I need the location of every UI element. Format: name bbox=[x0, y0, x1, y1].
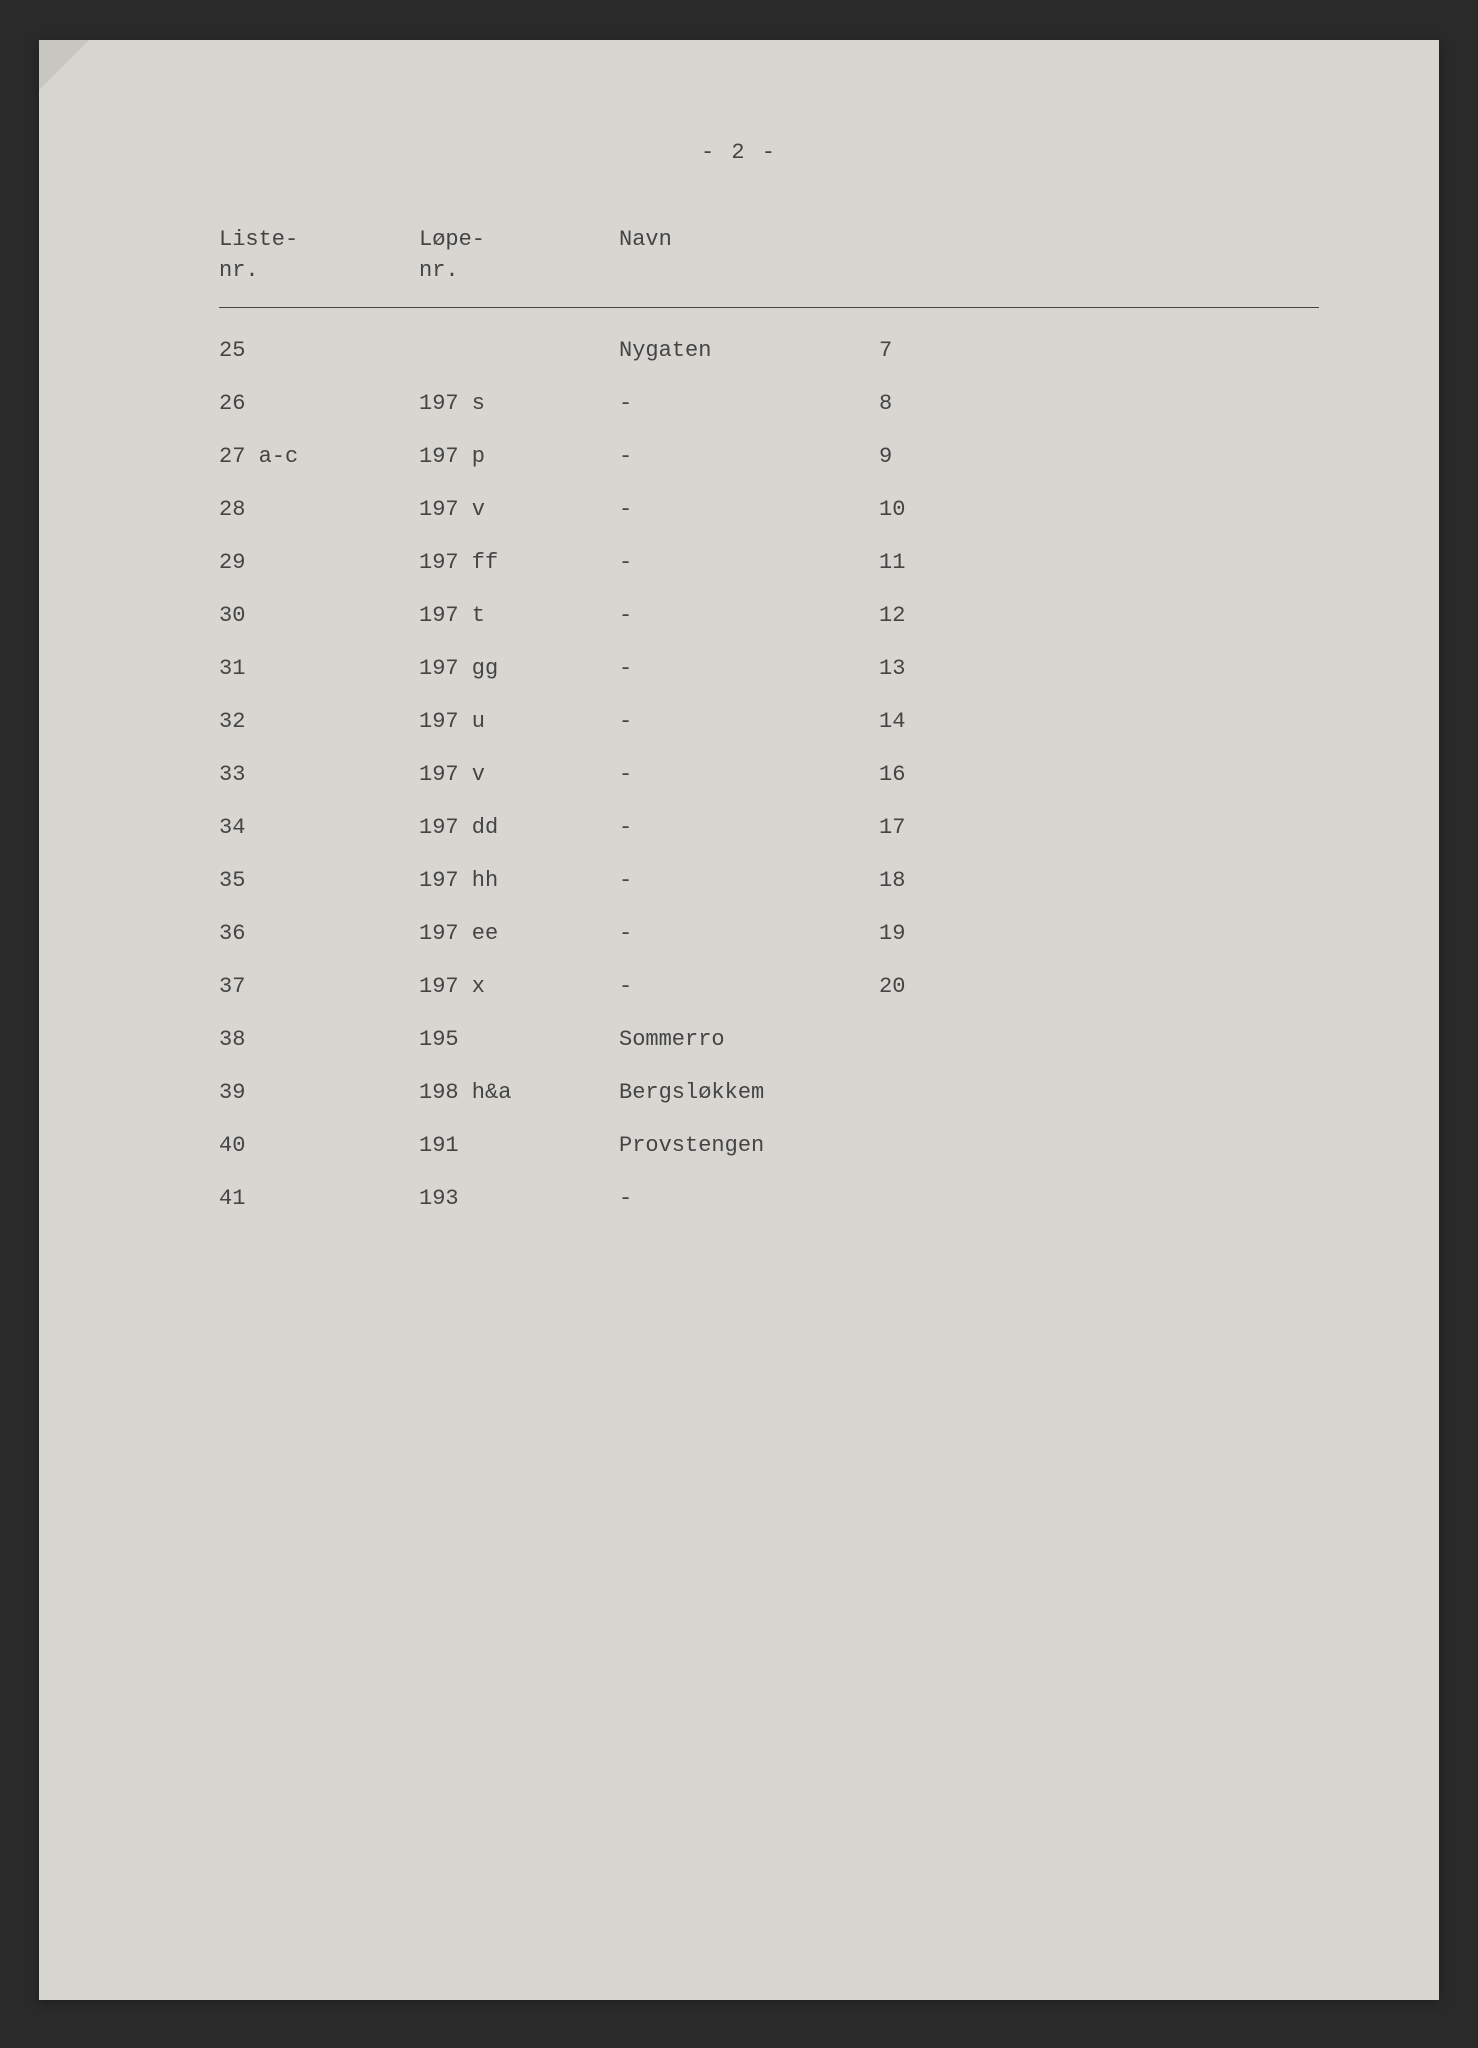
cell-liste: 25 bbox=[219, 338, 419, 363]
cell-liste: 32 bbox=[219, 709, 419, 734]
table-rows: 25Nygaten726197 s-827 a-c197 p-928197 v-… bbox=[219, 338, 1319, 1211]
cell-lope: 193 bbox=[419, 1186, 619, 1211]
table-row: 26197 s-8 bbox=[219, 391, 1319, 416]
cell-liste: 37 bbox=[219, 974, 419, 999]
cell-num: 7 bbox=[879, 338, 979, 363]
cell-num: 8 bbox=[879, 391, 979, 416]
cell-liste: 31 bbox=[219, 656, 419, 681]
header-num bbox=[879, 225, 979, 287]
page-number: - 2 - bbox=[159, 140, 1319, 165]
cell-num: 11 bbox=[879, 550, 979, 575]
cell-num: 19 bbox=[879, 921, 979, 946]
cell-num: 9 bbox=[879, 444, 979, 469]
cell-navn: Nygaten bbox=[619, 338, 879, 363]
cell-num bbox=[879, 1080, 979, 1105]
cell-navn: - bbox=[619, 444, 879, 469]
cell-liste: 40 bbox=[219, 1133, 419, 1158]
cell-lope: 197 ff bbox=[419, 550, 619, 575]
cell-navn: - bbox=[619, 868, 879, 893]
table-row: 37197 x-20 bbox=[219, 974, 1319, 999]
cell-lope: 197 x bbox=[419, 974, 619, 999]
table-row: 32197 u-14 bbox=[219, 709, 1319, 734]
cell-navn: - bbox=[619, 391, 879, 416]
cell-navn: Bergsløkkem bbox=[619, 1080, 879, 1105]
cell-navn: - bbox=[619, 762, 879, 787]
cell-lope: 197 hh bbox=[419, 868, 619, 893]
cell-num: 20 bbox=[879, 974, 979, 999]
cell-navn: - bbox=[619, 815, 879, 840]
cell-liste: 28 bbox=[219, 497, 419, 522]
cell-lope: 197 v bbox=[419, 497, 619, 522]
cell-navn: - bbox=[619, 603, 879, 628]
cell-liste: 38 bbox=[219, 1027, 419, 1052]
cell-lope: 197 s bbox=[419, 391, 619, 416]
cell-lope: 197 v bbox=[419, 762, 619, 787]
table-row: 30197 t-12 bbox=[219, 603, 1319, 628]
cell-lope: 197 t bbox=[419, 603, 619, 628]
cell-lope: 197 gg bbox=[419, 656, 619, 681]
cell-num: 18 bbox=[879, 868, 979, 893]
cell-num: 12 bbox=[879, 603, 979, 628]
cell-navn: - bbox=[619, 1186, 879, 1211]
table-row: 38195Sommerro bbox=[219, 1027, 1319, 1052]
cell-liste: 34 bbox=[219, 815, 419, 840]
header-lope-text: Løpe- nr. bbox=[419, 227, 485, 283]
cell-liste: 41 bbox=[219, 1186, 419, 1211]
cell-num: 13 bbox=[879, 656, 979, 681]
cell-liste: 39 bbox=[219, 1080, 419, 1105]
cell-liste: 36 bbox=[219, 921, 419, 946]
cell-lope: 195 bbox=[419, 1027, 619, 1052]
cell-liste: 33 bbox=[219, 762, 419, 787]
table-row: 40191Provstengen bbox=[219, 1133, 1319, 1158]
header-lope: Løpe- nr. bbox=[419, 225, 619, 287]
cell-num: 17 bbox=[879, 815, 979, 840]
table-row: 41193- bbox=[219, 1186, 1319, 1211]
cell-navn: - bbox=[619, 921, 879, 946]
cell-navn: Provstengen bbox=[619, 1133, 879, 1158]
page-fold-corner bbox=[39, 40, 89, 90]
header-navn-text: Navn bbox=[619, 227, 672, 252]
table-row: 31197 gg-13 bbox=[219, 656, 1319, 681]
document-page: - 2 - Liste- nr. Løpe- nr. Navn 25 Nygate… bbox=[39, 40, 1439, 2000]
table-row: 35197 hh-18 bbox=[219, 868, 1319, 893]
table-container: Liste- nr. Løpe- nr. Navn 25Nygaten72619… bbox=[219, 225, 1319, 1211]
cell-num bbox=[879, 1027, 979, 1052]
cell-navn: - bbox=[619, 656, 879, 681]
header-liste: Liste- nr. bbox=[219, 225, 419, 287]
table-row: 36197 ee-19 bbox=[219, 921, 1319, 946]
header-navn: Navn bbox=[619, 225, 879, 287]
cell-liste: 26 bbox=[219, 391, 419, 416]
table-row: 34197 dd-17 bbox=[219, 815, 1319, 840]
cell-lope: 197 u bbox=[419, 709, 619, 734]
cell-navn: - bbox=[619, 550, 879, 575]
cell-num: 10 bbox=[879, 497, 979, 522]
cell-lope: 191 bbox=[419, 1133, 619, 1158]
cell-navn: - bbox=[619, 497, 879, 522]
cell-lope: 197 ee bbox=[419, 921, 619, 946]
cell-num bbox=[879, 1186, 979, 1211]
cell-liste: 27 a-c bbox=[219, 444, 419, 469]
table-row: 27 a-c197 p-9 bbox=[219, 444, 1319, 469]
cell-num: 14 bbox=[879, 709, 979, 734]
table-row: 33197 v-16 bbox=[219, 762, 1319, 787]
table-row: 29197 ff-11 bbox=[219, 550, 1319, 575]
cell-navn: - bbox=[619, 709, 879, 734]
cell-navn: Sommerro bbox=[619, 1027, 879, 1052]
cell-lope bbox=[419, 338, 619, 363]
cell-num bbox=[879, 1133, 979, 1158]
table-row: 25 Nygaten7 bbox=[219, 338, 1319, 363]
cell-lope: 197 dd bbox=[419, 815, 619, 840]
cell-lope: 197 p bbox=[419, 444, 619, 469]
cell-liste: 29 bbox=[219, 550, 419, 575]
table-row: 28197 v-10 bbox=[219, 497, 1319, 522]
cell-navn: - bbox=[619, 974, 879, 999]
table-row: 39198 h&aBergsløkkem bbox=[219, 1080, 1319, 1105]
cell-num: 16 bbox=[879, 762, 979, 787]
header-liste-text: Liste- nr. bbox=[219, 227, 298, 283]
cell-liste: 30 bbox=[219, 603, 419, 628]
cell-liste: 35 bbox=[219, 868, 419, 893]
table-header-row: Liste- nr. Løpe- nr. Navn bbox=[219, 225, 1319, 308]
cell-lope: 198 h&a bbox=[419, 1080, 619, 1105]
